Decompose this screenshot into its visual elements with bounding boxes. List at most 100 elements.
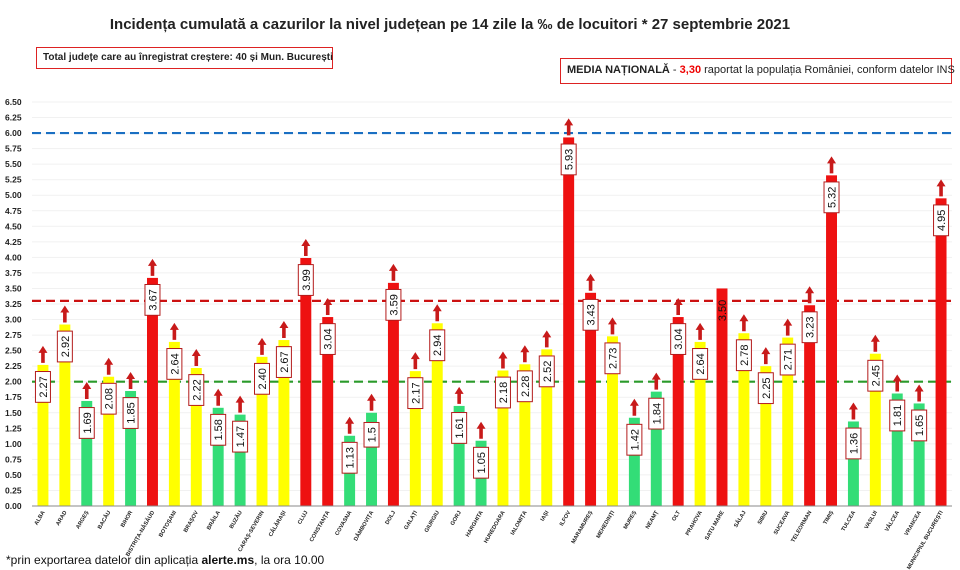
value-label-group: 2.22 <box>188 374 205 406</box>
increase-arrow-icon <box>870 334 880 352</box>
bar <box>541 349 553 506</box>
value-label-box <box>297 264 314 296</box>
value-label-box <box>494 376 511 409</box>
value-label-group: 2.94 <box>429 329 446 362</box>
y-tick-label: 0.50 <box>5 470 22 480</box>
increase-arrow-icon <box>914 384 924 402</box>
increase-arrow-icon <box>454 386 464 404</box>
bar <box>804 305 816 506</box>
value-label-box <box>516 370 533 403</box>
value-label-box <box>319 323 336 355</box>
y-tick-label: 5.25 <box>5 175 22 185</box>
footnote: *prin exportarea datelor din aplicația a… <box>6 553 324 567</box>
value-label: 1.69 <box>82 412 94 433</box>
increase-arrow-icon <box>564 118 574 136</box>
value-label-box <box>889 399 906 432</box>
increase-arrow-icon <box>213 388 223 406</box>
value-label-box <box>911 409 928 442</box>
y-tick-label: 6.00 <box>5 128 22 138</box>
value-label-box <box>757 372 774 405</box>
increase-arrow-icon <box>651 372 661 390</box>
y-tick-label: 4.50 <box>5 221 22 231</box>
footnote-time: , la ora 10.00 <box>254 553 325 567</box>
value-label: 3.04 <box>323 328 335 349</box>
value-label-group: 3.67 <box>144 283 161 316</box>
value-label-box <box>188 374 205 406</box>
value-label-box <box>779 343 796 376</box>
increase-arrow-icon <box>761 347 771 365</box>
y-tick-label: 2.00 <box>5 377 22 387</box>
value-label-group: 3.43 <box>582 298 599 331</box>
bar <box>847 421 859 506</box>
x-tick-label: VASLUI <box>864 510 879 531</box>
x-tick-label: BOTOȘANI <box>158 510 178 539</box>
increase-arrow-icon <box>476 421 486 439</box>
value-label: 2.73 <box>607 348 619 369</box>
value-label-box <box>56 330 73 363</box>
bar <box>147 277 158 506</box>
value-label: 2.40 <box>257 368 269 389</box>
x-tick-label: BIHOR <box>120 510 134 529</box>
value-label: 1.61 <box>454 417 466 438</box>
value-label-group: 1.13 <box>341 441 358 474</box>
value-label-group: 1.84 <box>648 397 665 430</box>
value-label-group: 2.18 <box>494 376 511 409</box>
increase-arrow-icon <box>432 304 442 322</box>
bar <box>366 412 377 506</box>
value-label-box <box>473 446 490 479</box>
value-label-group: 3.50 <box>717 300 729 321</box>
value-label: 2.64 <box>695 353 707 374</box>
bar <box>563 137 575 507</box>
value-label-group: 5.93 <box>560 143 577 176</box>
value-label: 1.58 <box>213 419 225 440</box>
value-label-box <box>626 423 643 456</box>
y-tick-label: 4.75 <box>5 206 22 216</box>
value-label: 3.99 <box>301 269 313 290</box>
bar <box>519 364 531 506</box>
y-tick-label: 5.00 <box>5 190 22 200</box>
value-labels: 2.27 2.92 1.69 2.08 1.85 3.67 2.64 2.22 1.58 1.47… <box>34 143 950 479</box>
value-label: 2.25 <box>761 377 773 398</box>
x-tick-label: GORJ <box>450 510 463 527</box>
value-label-box <box>451 412 468 444</box>
value-label-box <box>275 346 292 378</box>
value-label-box <box>582 298 599 331</box>
bar <box>212 407 224 506</box>
increase-arrow-icon <box>936 179 946 197</box>
increase-arrow-icon <box>60 305 70 323</box>
increase-arrow-icon <box>695 322 705 340</box>
value-label: 1.5 <box>367 427 379 442</box>
bar <box>935 198 947 507</box>
x-tick-label: SĂLAJ <box>732 510 747 529</box>
y-tick-label: 1.25 <box>5 423 22 433</box>
value-label-group: 2.64 <box>692 348 709 380</box>
increase-arrow-icon <box>235 395 245 413</box>
x-tick-label: ILFOV <box>559 510 573 527</box>
value-label: 2.64 <box>169 353 181 374</box>
bar <box>59 324 71 506</box>
bar <box>628 417 640 506</box>
x-tick-label: PRAHOVA <box>685 510 704 537</box>
bar <box>716 288 728 506</box>
increase-arrow-icon <box>38 345 48 363</box>
y-tick-label: 0.25 <box>5 485 22 495</box>
value-label-group: 1.65 <box>911 409 928 442</box>
increase-arrow-icon <box>739 314 749 332</box>
national-average-text: raportat la populația României, conform … <box>701 64 955 76</box>
x-tick-label: DOLJ <box>385 510 398 526</box>
increase-arrow-icon <box>607 317 617 335</box>
value-label: 2.78 <box>739 345 751 366</box>
y-tick-label: 1.00 <box>5 439 22 449</box>
bar <box>409 371 421 506</box>
y-tick-label: 0.00 <box>5 501 22 511</box>
increase-arrow-icon <box>848 402 858 420</box>
value-label: 2.27 <box>38 376 50 397</box>
increase-arrow-icon <box>827 156 837 174</box>
x-tick-label: SIBIU <box>757 510 770 526</box>
value-label-group: 3.59 <box>385 288 402 321</box>
bar <box>826 175 837 506</box>
value-label-box <box>560 143 577 176</box>
value-label: 1.65 <box>914 415 926 436</box>
x-tick-label: CĂLĂRAȘI <box>267 509 288 538</box>
